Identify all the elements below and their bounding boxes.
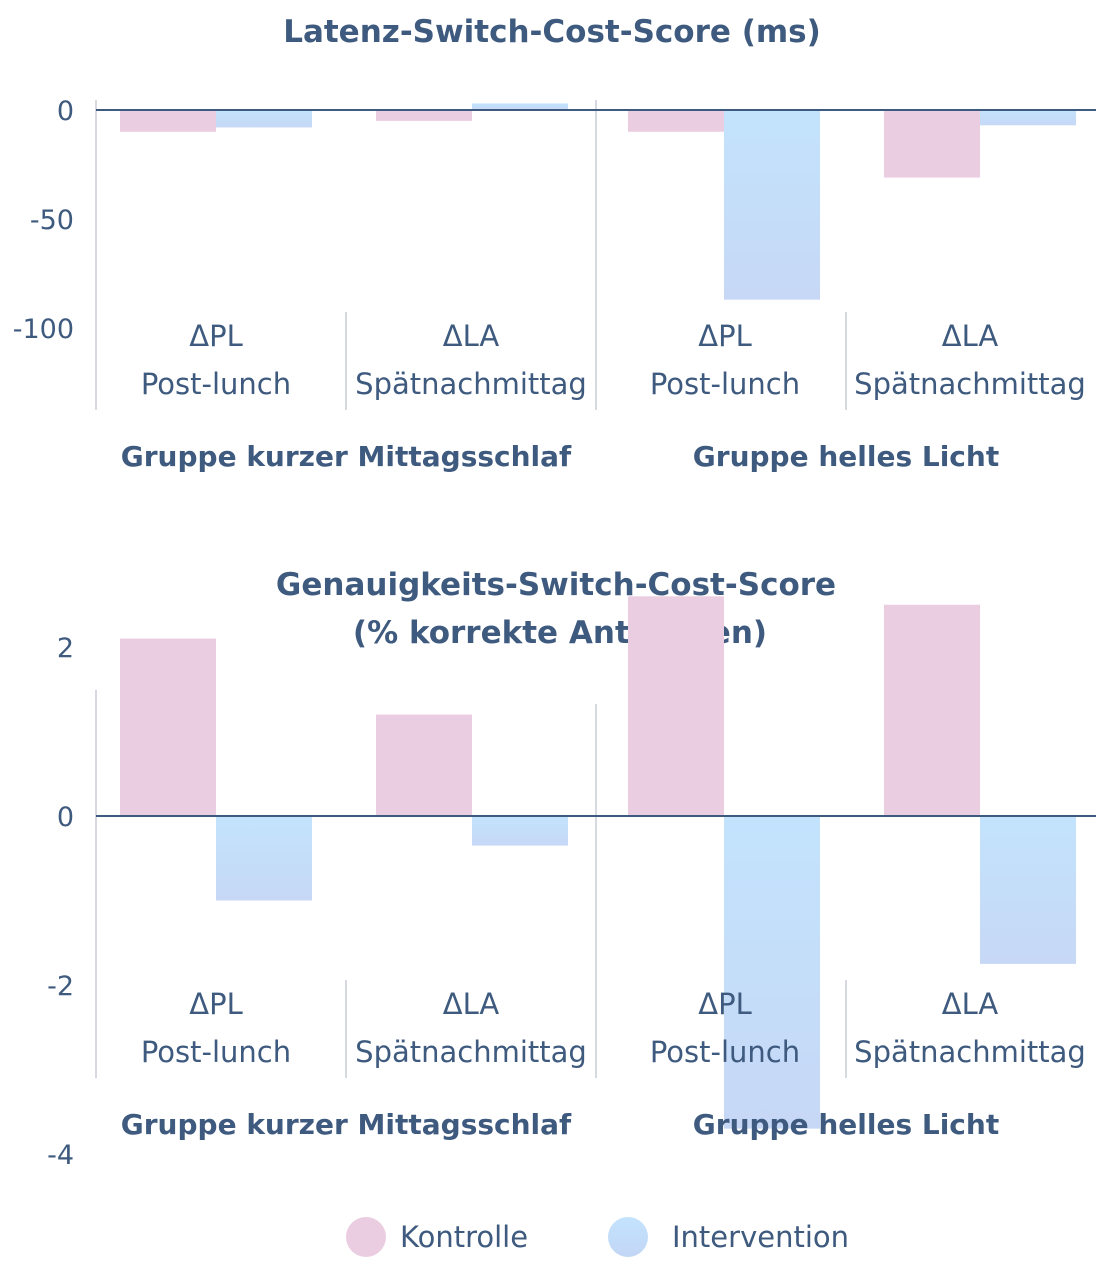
category-label: Post-lunch xyxy=(650,1035,800,1069)
legend-label-kontrolle: Kontrolle xyxy=(400,1220,528,1254)
category-label: Post-lunch xyxy=(650,367,800,401)
y-tick-label: -2 xyxy=(47,971,74,1002)
y-tick-label: 0 xyxy=(57,802,74,833)
y-tick-label: 2 xyxy=(57,633,74,664)
chart-title: Genauigkeits-Switch-Cost-Score xyxy=(276,567,836,603)
bar-kontrolle xyxy=(376,110,472,121)
category-label: Post-lunch xyxy=(141,1035,291,1069)
group-label: Gruppe kurzer Mittagsschlaf xyxy=(121,1108,572,1141)
category-label: Spätnachmittag xyxy=(355,1035,587,1069)
bar-intervention xyxy=(472,103,568,110)
legend-swatch-kontrolle xyxy=(346,1217,386,1257)
category-label: Spätnachmittag xyxy=(854,367,1086,401)
chart-title: Latenz-Switch-Cost-Score (ms) xyxy=(283,14,821,50)
bar-kontrolle xyxy=(884,604,980,816)
legend-label-intervention: Intervention xyxy=(672,1220,849,1254)
category-symbol: ΔPL xyxy=(698,319,751,353)
bar-intervention xyxy=(980,816,1076,964)
group-label: Gruppe kurzer Mittagsschlaf xyxy=(121,440,572,473)
accuracy-chart: Genauigkeits-Switch-Cost-Score (% korrek… xyxy=(47,567,1096,1171)
legend-swatch-intervention xyxy=(608,1217,648,1257)
bar-intervention xyxy=(980,110,1076,126)
category-symbol: ΔLA xyxy=(942,319,999,353)
category-symbol: ΔLA xyxy=(443,319,500,353)
category-label: Spätnachmittag xyxy=(355,367,587,401)
bar-intervention xyxy=(216,110,312,128)
group-label: Gruppe helles Licht xyxy=(693,440,999,473)
bar-kontrolle xyxy=(628,110,724,132)
bar-kontrolle xyxy=(120,638,216,816)
bar-kontrolle xyxy=(884,110,980,178)
category-symbol: ΔLA xyxy=(443,987,500,1021)
category-symbol: ΔPL xyxy=(698,987,751,1021)
y-tick-label: 0 xyxy=(57,96,74,127)
category-label: Post-lunch xyxy=(141,367,291,401)
bar-intervention xyxy=(724,816,820,1129)
bar-kontrolle xyxy=(120,110,216,132)
category-symbol: ΔLA xyxy=(942,987,999,1021)
y-tick-label: -4 xyxy=(47,1140,74,1171)
bar-kontrolle xyxy=(376,714,472,816)
bar-intervention xyxy=(472,816,568,846)
legend: Kontrolle Intervention xyxy=(346,1217,849,1257)
y-tick-label: -50 xyxy=(30,205,74,236)
latency-chart: Latenz-Switch-Cost-Score (ms) 0 -50 -100 ΔP… xyxy=(13,14,1096,473)
category-label: Spätnachmittag xyxy=(854,1035,1086,1069)
category-symbol: ΔPL xyxy=(189,319,242,353)
bar-intervention xyxy=(216,816,312,901)
bar-kontrolle xyxy=(628,596,724,816)
group-label: Gruppe helles Licht xyxy=(693,1108,999,1141)
category-symbol: ΔPL xyxy=(189,987,242,1021)
y-tick-label: -100 xyxy=(13,314,74,345)
bar-intervention xyxy=(724,110,820,300)
